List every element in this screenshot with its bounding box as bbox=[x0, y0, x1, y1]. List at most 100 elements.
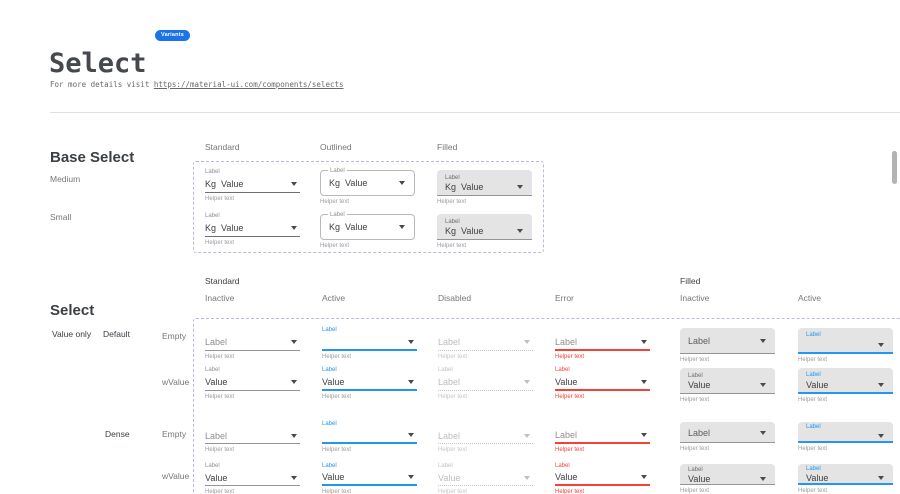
select-control[interactable]: Label bbox=[555, 428, 650, 444]
helper-text: Helper text bbox=[438, 447, 468, 453]
helper-text: Helper text bbox=[205, 354, 235, 360]
dropdown-caret-icon bbox=[524, 433, 530, 438]
row-label-wvalue-2: wValue bbox=[162, 471, 190, 481]
select-standard-active: Label Helper text bbox=[322, 326, 417, 361]
select-label: Label bbox=[322, 367, 337, 373]
select-control[interactable]: Label Kg Value bbox=[437, 170, 532, 196]
select-value: Label bbox=[555, 430, 577, 440]
select-standard-error: Label Value Helper text bbox=[555, 462, 650, 494]
select-control[interactable]: Label bbox=[438, 428, 533, 444]
select-control[interactable]: Label bbox=[438, 374, 533, 391]
select-control[interactable]: Value bbox=[322, 470, 417, 486]
select-value: Kg Value bbox=[329, 178, 367, 188]
select-value: Kg Value bbox=[205, 179, 243, 189]
select-value-text: Label bbox=[688, 336, 711, 346]
select-value: Label bbox=[438, 431, 460, 441]
select-control[interactable]: Label bbox=[205, 428, 300, 444]
select-value-text: Value bbox=[461, 182, 484, 192]
select-value-text: Value bbox=[345, 178, 368, 188]
dropdown-caret-icon bbox=[408, 433, 414, 437]
helper-text: Helper text bbox=[322, 447, 352, 453]
dropdown-caret-icon bbox=[291, 340, 297, 344]
material-ui-link[interactable]: https://material-ui.com/components/selec… bbox=[153, 79, 344, 89]
select-control[interactable]: Label Value bbox=[798, 464, 893, 485]
select-control[interactable]: Value bbox=[322, 374, 417, 391]
state-header-disabled: Disabled bbox=[438, 293, 472, 303]
select-value-text: Value bbox=[205, 377, 228, 387]
dropdown-caret-icon bbox=[399, 181, 405, 185]
select-value-text: Label bbox=[438, 430, 461, 441]
select-control[interactable]: Label bbox=[798, 328, 893, 354]
scrollbar-thumb[interactable] bbox=[892, 151, 897, 184]
select-control-row bbox=[806, 431, 887, 441]
select-control-row: Value bbox=[806, 473, 887, 483]
select-control[interactable]: Label Value bbox=[798, 368, 893, 394]
dropdown-caret-icon bbox=[760, 383, 766, 387]
base-select-outlined: Label Kg Value Helper text bbox=[320, 168, 415, 206]
select-control[interactable]: Label bbox=[680, 422, 775, 443]
select-control[interactable]: Label bbox=[438, 334, 533, 351]
select-label: Label bbox=[688, 466, 703, 473]
helper-text: Helper text bbox=[437, 243, 467, 249]
subtitle: For more details visit https://material-… bbox=[50, 80, 344, 89]
select-value-text: Value bbox=[555, 472, 578, 482]
select-control[interactable]: Value bbox=[555, 470, 650, 486]
dropdown-caret-icon bbox=[517, 185, 523, 189]
select-label: Label bbox=[205, 367, 220, 373]
dropdown-caret-icon bbox=[291, 433, 297, 438]
select-control[interactable]: Label bbox=[680, 328, 775, 354]
select-label: Label bbox=[322, 327, 337, 333]
select-value-text: Label bbox=[205, 430, 228, 441]
select-value-text: Value bbox=[806, 473, 829, 483]
row-label-default: Default bbox=[103, 329, 130, 339]
helper-text: Helper text bbox=[680, 357, 710, 363]
select-value-text: Value bbox=[322, 472, 345, 482]
select-control[interactable]: Value bbox=[555, 374, 650, 391]
select-control[interactable]: Kg Value bbox=[205, 220, 300, 237]
state-header-active: Active bbox=[322, 293, 346, 303]
helper-text: Helper text bbox=[680, 446, 710, 452]
dropdown-caret-icon bbox=[524, 340, 530, 344]
select-label: Label bbox=[806, 424, 821, 430]
dropdown-caret-icon bbox=[408, 475, 414, 479]
row-label-dense: Dense bbox=[105, 429, 130, 439]
helper-text: Helper text bbox=[555, 447, 585, 453]
dropdown-caret-icon bbox=[760, 339, 766, 343]
dropdown-caret-icon bbox=[878, 476, 884, 480]
state-header-filled-active: Active bbox=[798, 293, 822, 303]
helper-text: Helper text bbox=[680, 488, 710, 494]
select-control[interactable]: Label Value bbox=[680, 464, 775, 485]
select-control[interactable]: Label Kg Value bbox=[320, 212, 415, 240]
select-value: Label bbox=[438, 377, 460, 387]
select-control[interactable]: Value bbox=[438, 470, 533, 486]
dropdown-caret-icon bbox=[641, 433, 647, 437]
select-control[interactable]: Label Kg Value bbox=[437, 214, 532, 240]
select-label: Label bbox=[205, 169, 220, 175]
select-standard-inactive: Label Value Helper text bbox=[205, 462, 300, 494]
row-label-value-only: Value only bbox=[52, 329, 92, 339]
select-value-text: Label bbox=[438, 337, 461, 347]
select-control[interactable]: Kg Value bbox=[205, 176, 300, 193]
helper-text: Helper text bbox=[322, 394, 352, 400]
helper-text: Helper text bbox=[798, 488, 828, 494]
dropdown-caret-icon bbox=[641, 379, 647, 384]
select-value: Kg Value bbox=[205, 223, 243, 233]
base-select-standard: Label Kg Value Helper text bbox=[205, 168, 300, 203]
select-control[interactable] bbox=[322, 428, 417, 444]
select-value-text: Value bbox=[221, 223, 244, 233]
select-control[interactable]: Label bbox=[205, 334, 300, 351]
select-label: Label bbox=[445, 174, 460, 181]
select-value: Kg Value bbox=[445, 182, 483, 192]
select-control[interactable] bbox=[322, 334, 417, 351]
select-control[interactable]: Value bbox=[205, 470, 300, 486]
select-control[interactable]: Label bbox=[555, 334, 650, 351]
base-select-outlined: Label Kg Value Helper text bbox=[320, 212, 415, 250]
select-control[interactable]: Value bbox=[205, 374, 300, 391]
page-title: Select bbox=[49, 48, 147, 80]
select-value: Value bbox=[205, 377, 227, 387]
select-control[interactable]: Label Value bbox=[680, 368, 775, 394]
select-control-row: Kg Value bbox=[445, 226, 526, 237]
select-filled-inactive: Label Helper text bbox=[680, 326, 775, 364]
select-control[interactable]: Label Kg Value bbox=[320, 168, 415, 196]
select-control[interactable]: Label bbox=[798, 422, 893, 443]
